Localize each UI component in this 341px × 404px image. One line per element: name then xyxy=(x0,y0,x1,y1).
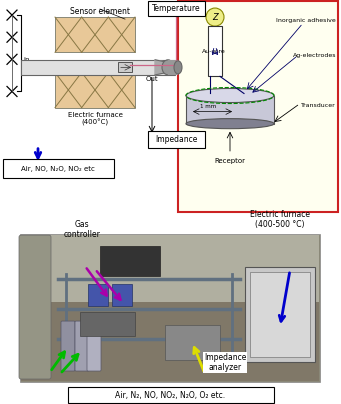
Text: Au-wire: Au-wire xyxy=(202,49,226,54)
FancyBboxPatch shape xyxy=(21,302,319,381)
FancyBboxPatch shape xyxy=(186,95,274,124)
FancyBboxPatch shape xyxy=(250,272,310,357)
Text: Sensor element: Sensor element xyxy=(70,7,130,16)
FancyBboxPatch shape xyxy=(118,62,132,72)
Ellipse shape xyxy=(174,61,182,74)
Text: Out: Out xyxy=(146,76,158,82)
FancyBboxPatch shape xyxy=(2,159,114,179)
Text: Temperature: Temperature xyxy=(152,4,200,13)
Text: Impedance: Impedance xyxy=(155,135,197,144)
FancyBboxPatch shape xyxy=(21,235,319,302)
Text: 1 mm: 1 mm xyxy=(200,103,216,109)
FancyBboxPatch shape xyxy=(80,312,135,336)
FancyBboxPatch shape xyxy=(19,235,51,379)
FancyBboxPatch shape xyxy=(112,284,132,306)
Text: Electric furnace
(400-500 °C): Electric furnace (400-500 °C) xyxy=(250,210,310,229)
FancyBboxPatch shape xyxy=(208,26,222,76)
Text: Ag-electrodes: Ag-electrodes xyxy=(293,53,336,58)
FancyBboxPatch shape xyxy=(87,321,101,371)
FancyBboxPatch shape xyxy=(61,321,75,371)
FancyBboxPatch shape xyxy=(75,321,89,371)
FancyBboxPatch shape xyxy=(55,72,135,107)
Polygon shape xyxy=(155,60,175,75)
Text: Z: Z xyxy=(212,13,218,21)
FancyBboxPatch shape xyxy=(178,1,338,212)
Ellipse shape xyxy=(162,60,174,75)
FancyBboxPatch shape xyxy=(165,325,220,360)
FancyBboxPatch shape xyxy=(168,60,178,75)
FancyBboxPatch shape xyxy=(100,246,160,276)
FancyBboxPatch shape xyxy=(88,284,108,306)
FancyBboxPatch shape xyxy=(68,387,273,402)
Ellipse shape xyxy=(186,88,274,103)
Ellipse shape xyxy=(186,119,274,129)
FancyBboxPatch shape xyxy=(21,60,175,75)
Text: Transducer: Transducer xyxy=(301,103,336,108)
Text: Air, NO, N₂O, NO₂ etc: Air, NO, N₂O, NO₂ etc xyxy=(21,166,95,172)
FancyBboxPatch shape xyxy=(245,267,315,362)
FancyBboxPatch shape xyxy=(148,0,205,16)
Text: Electric furnace
(400°C): Electric furnace (400°C) xyxy=(68,112,122,126)
FancyBboxPatch shape xyxy=(55,17,135,52)
Text: Air, N₂, NO, NO₂, N₂O, O₂ etc.: Air, N₂, NO, NO₂, N₂O, O₂ etc. xyxy=(116,391,225,400)
Text: Gas
controller: Gas controller xyxy=(63,220,101,239)
Text: in: in xyxy=(23,57,30,63)
FancyBboxPatch shape xyxy=(20,234,320,382)
Text: Impedance
analyzer: Impedance analyzer xyxy=(204,353,246,372)
Text: Inorganic adhesive: Inorganic adhesive xyxy=(276,18,336,23)
Circle shape xyxy=(206,8,224,26)
FancyBboxPatch shape xyxy=(148,131,205,148)
Text: Receptor: Receptor xyxy=(214,158,246,164)
